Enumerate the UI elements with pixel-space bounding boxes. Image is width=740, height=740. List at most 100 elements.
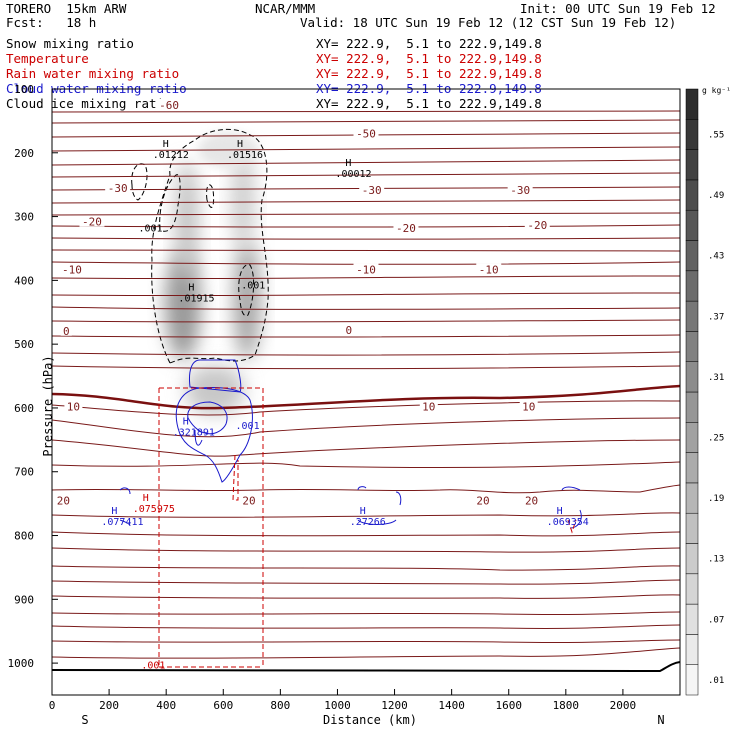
maximum-label: .01212 <box>153 150 189 161</box>
freezing-level-isotherm <box>51 384 681 410</box>
center-name: NCAR/MMM <box>255 1 316 16</box>
field-name-rain: Rain water mixing ratio <box>6 66 180 81</box>
snow-core-east <box>233 240 261 360</box>
field-name-snow: Snow mixing ratio <box>6 36 134 51</box>
colorbar-swatch <box>685 88 699 120</box>
south-label: S <box>81 713 88 727</box>
maximum-marker: H <box>143 493 149 504</box>
isotherm-line <box>51 531 681 537</box>
isotherm-line <box>51 579 681 585</box>
isotherm-label: 20 <box>476 494 489 507</box>
isotherm-label: 10 <box>422 401 435 414</box>
isotherm-label: -20 <box>82 216 102 229</box>
colorbar-swatch <box>685 179 699 211</box>
isotherm-label-bg <box>105 181 131 193</box>
colorbar-swatch <box>685 270 699 302</box>
cloud-water-west-bottom <box>119 519 131 527</box>
isotherm-line <box>51 292 681 297</box>
x-tick-label: 800 <box>270 699 290 712</box>
colorbar-label: .25 <box>708 433 724 443</box>
colorbar-swatch <box>685 543 699 575</box>
maximum-label: .27266 <box>350 517 386 528</box>
y-tick-label: 600 <box>14 402 34 415</box>
y-tick-label: 300 <box>14 211 34 224</box>
labels-layer: -60 -50 -30 -30 -30 -20 -20 -20 -10 -10 -10 0 0 10 10 1… <box>54 98 589 671</box>
x-tick-label: 1800 <box>553 699 580 712</box>
isotherm-label: -30 <box>108 182 128 195</box>
maximum-marker: H <box>163 139 169 150</box>
x-tick-label: 600 <box>213 699 233 712</box>
isotherm-label-bg <box>507 183 533 195</box>
cloud-water-west-top <box>119 487 131 495</box>
x-tick-label: 400 <box>156 699 176 712</box>
isotherm-line <box>51 132 681 138</box>
x-tick-label: 2000 <box>610 699 637 712</box>
rain-contour-shaft <box>232 454 239 501</box>
y-tick-label: 700 <box>14 466 34 479</box>
isotherm-label-bg <box>156 98 182 110</box>
colorbar-label: .01 <box>708 676 724 686</box>
isotherm-label: 20 <box>525 494 538 507</box>
maximum-label: .001 <box>141 660 165 671</box>
isotherm-line <box>51 351 681 356</box>
isotherm-line <box>51 461 681 468</box>
y-tick-label: 900 <box>14 593 34 606</box>
isotherm-label: 0 <box>63 325 70 338</box>
axes-layer: 0 200 400 600 800 1000 1200 1400 1600 1800 2000100… <box>8 83 637 712</box>
maximum-label: .001 <box>236 421 260 432</box>
isotherm-line <box>51 334 681 338</box>
maximum-marker: H <box>183 416 189 427</box>
colorbar-swatch <box>685 452 699 484</box>
isotherm-label: -10 <box>356 264 376 277</box>
colorbar-swatch <box>685 361 699 393</box>
init-time: Init: 00 UTC Sun 19 Feb 12 <box>520 1 716 16</box>
forecast-hour: Fcst: 18 h <box>6 15 97 30</box>
isotherm-label: -20 <box>527 219 547 232</box>
maximum-label: .001 <box>241 281 265 292</box>
colorbar-unit: g kg⁻¹ <box>702 86 731 95</box>
field-xy-snow: XY= 222.9, 5.1 to 222.9,149.8 <box>316 36 542 51</box>
x-tick-label: 0 <box>49 699 56 712</box>
y-tick-label: 500 <box>14 338 34 351</box>
colorbar-swatch <box>685 209 699 241</box>
colorbar-label: .55 <box>708 130 724 140</box>
colorbar-swatch <box>685 634 699 665</box>
cloud-water-east <box>561 486 582 529</box>
colorbar-swatch <box>685 391 699 423</box>
colorbar-swatch <box>685 664 699 696</box>
maximum-marker: H <box>188 283 194 294</box>
colorbar-swatch <box>685 149 699 181</box>
ground-surface <box>51 661 681 673</box>
isotherm-label: -30 <box>510 184 530 197</box>
isotherm-line <box>51 306 681 310</box>
isotherm-label-bg <box>419 400 438 412</box>
colorbar-label: .43 <box>708 252 724 262</box>
isotherm-label: 20 <box>57 494 70 507</box>
isotherm-10c <box>51 484 681 494</box>
isotherm-line <box>51 547 681 553</box>
plot-frame <box>51 88 681 696</box>
maximum-label: .077411 <box>101 517 143 528</box>
isotherm-line <box>51 647 681 659</box>
isotherm-label-bg <box>359 183 385 195</box>
isotherm-label: 0 <box>346 324 353 337</box>
colorbar-swatch <box>685 573 699 605</box>
field-name-temperature: Temperature <box>6 51 89 66</box>
isotherm-label: -10 <box>62 264 82 277</box>
cloud-water-core <box>187 401 228 435</box>
snow-contour-mid <box>206 184 215 208</box>
isotherm-label-bg <box>59 263 85 275</box>
colorbar-label: .49 <box>708 191 724 201</box>
isotherm-label-bg <box>60 324 72 336</box>
isotherm-label-bg <box>476 263 502 275</box>
maximum-marker: H <box>111 506 117 517</box>
isotherm-line <box>51 237 681 240</box>
rain-contour-east <box>567 519 577 534</box>
isotherm-label-bg <box>393 222 419 234</box>
isotherm-line <box>51 611 681 616</box>
snow-plume-west <box>175 160 199 280</box>
isotherm-label-bg <box>54 494 73 506</box>
maximum-label: .01915 <box>178 294 214 305</box>
x-tick-label: 1200 <box>381 699 408 712</box>
